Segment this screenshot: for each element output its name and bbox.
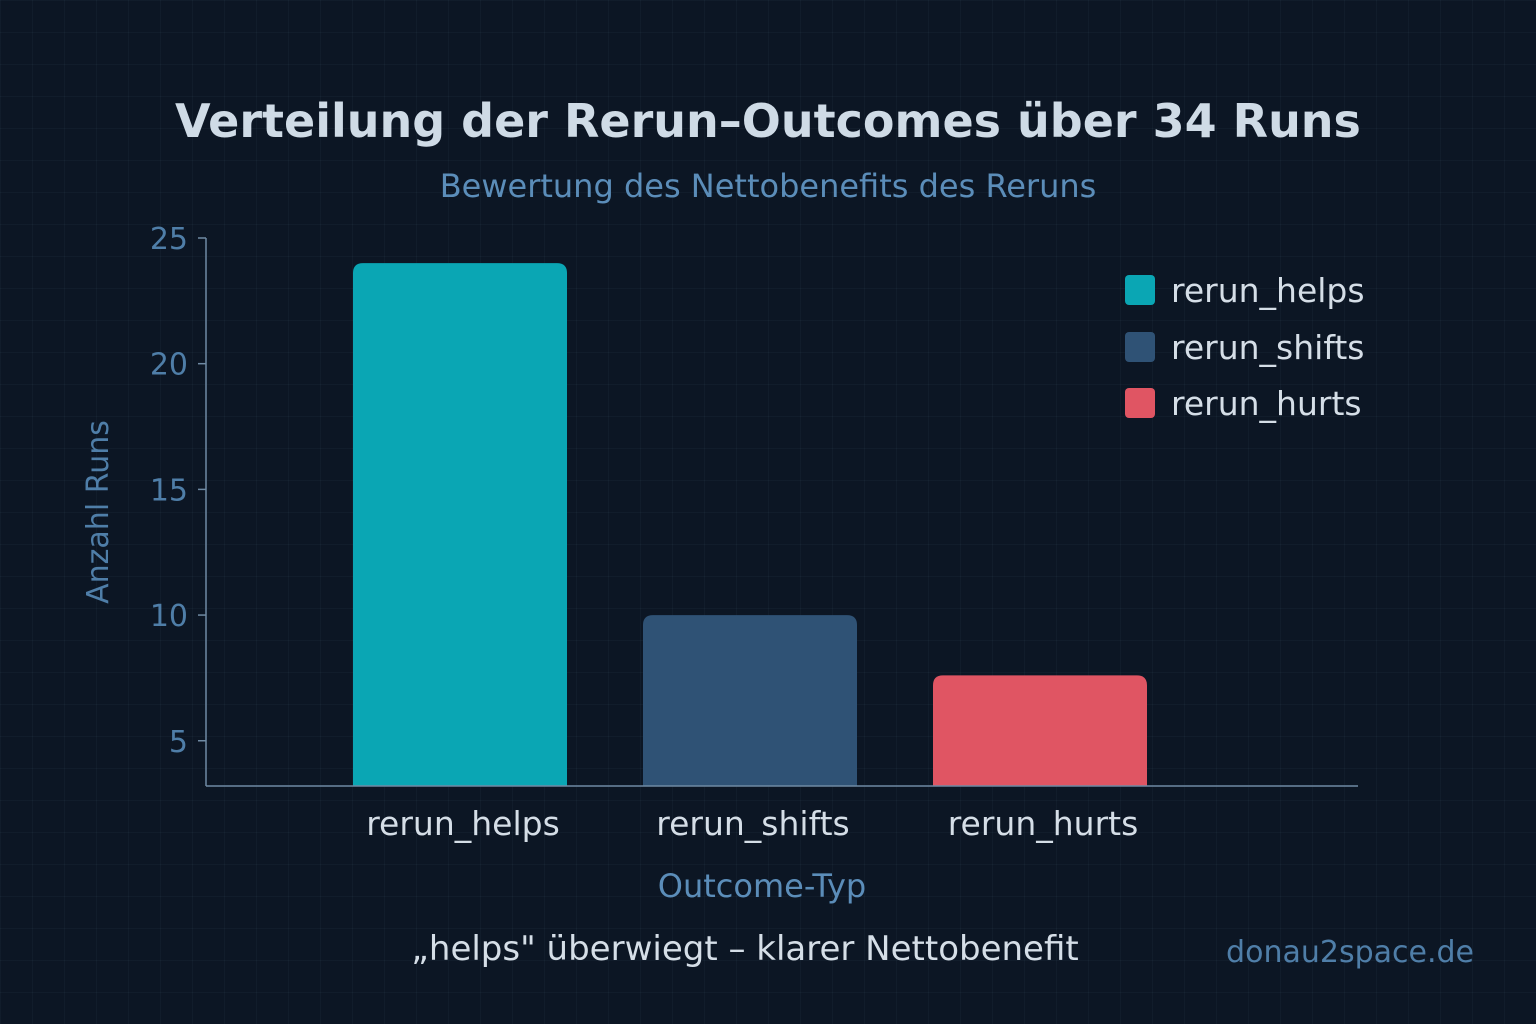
chart-subtitle: Bewertung des Nettobenefits des Reruns (440, 167, 1097, 205)
y-tick-label: 20 (150, 348, 188, 383)
legend-label: rerun_helps (1171, 271, 1365, 310)
y-axis-label: Anzahl Runs (81, 420, 116, 604)
legend-swatch (1125, 388, 1155, 418)
x-axis-ticks: rerun_helps rerun_shifts rerun_hurts (366, 804, 1138, 843)
x-tick-label: rerun_shifts (656, 804, 850, 843)
legend-swatch (1125, 275, 1155, 305)
bar-rerun-shifts (643, 615, 857, 786)
y-tick-label: 5 (169, 725, 188, 760)
x-tick-label: rerun_hurts (948, 804, 1139, 843)
annotation: „helps" überwiegt – klarer Nettobenefit (411, 929, 1078, 969)
legend-swatch (1125, 332, 1155, 362)
y-tick-label: 10 (150, 599, 188, 634)
y-axis-ticks: 5 10 15 20 25 (150, 222, 206, 760)
legend: rerun_helps rerun_shifts rerun_hurts (1125, 271, 1365, 423)
brand-link[interactable]: donau2space.de (1226, 935, 1474, 970)
y-tick-label: 15 (150, 473, 188, 508)
x-tick-label: rerun_helps (366, 804, 560, 843)
bar-rerun-helps (353, 263, 567, 787)
bar-rerun-hurts (933, 675, 1147, 786)
x-axis-label: Outcome-Typ (658, 867, 866, 905)
y-tick-label: 25 (150, 222, 188, 257)
legend-label: rerun_shifts (1171, 328, 1365, 367)
chart-title: Verteilung der Rerun–Outcomes über 34 Ru… (175, 94, 1361, 148)
bars (353, 263, 1147, 787)
legend-label: rerun_hurts (1171, 384, 1362, 423)
